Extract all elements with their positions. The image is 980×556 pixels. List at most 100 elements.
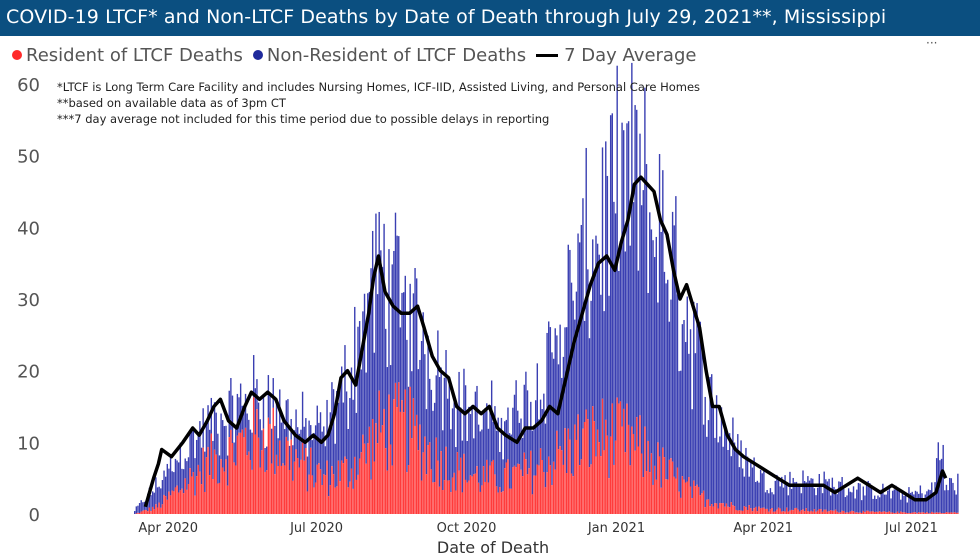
bar-day[interactable]	[619, 243, 622, 514]
bar-day[interactable]	[442, 430, 444, 514]
bar-day[interactable]	[639, 133, 641, 514]
bar-day[interactable]	[750, 462, 752, 514]
bar-day[interactable]	[709, 376, 711, 514]
bar-day[interactable]	[218, 455, 221, 514]
bar-day[interactable]	[252, 355, 255, 514]
bar-day[interactable]	[455, 447, 457, 514]
bar-day[interactable]	[816, 487, 819, 514]
bar-day[interactable]	[697, 325, 700, 514]
bar-day[interactable]	[231, 395, 234, 514]
bar-day[interactable]	[192, 429, 195, 514]
bar-day[interactable]	[608, 295, 610, 514]
bar-day[interactable]	[510, 434, 512, 514]
bar-day[interactable]	[706, 436, 708, 514]
bar-day[interactable]	[792, 477, 794, 514]
bar-day[interactable]	[266, 446, 268, 514]
bar-day[interactable]	[606, 175, 609, 514]
bar-day[interactable]	[663, 271, 666, 514]
bar-day[interactable]	[142, 502, 144, 514]
bar-day[interactable]	[383, 223, 385, 514]
bar-day[interactable]	[665, 283, 667, 514]
bar-day[interactable]	[689, 329, 692, 514]
bar-day[interactable]	[733, 442, 736, 514]
bar-day[interactable]	[766, 489, 768, 514]
bar-day[interactable]	[670, 299, 672, 514]
bar-day[interactable]	[494, 406, 496, 514]
bar-day[interactable]	[583, 320, 586, 514]
bar-day[interactable]	[908, 487, 910, 514]
bar-day[interactable]	[807, 476, 809, 514]
bar-day[interactable]	[544, 423, 547, 514]
bar-day[interactable]	[360, 369, 362, 514]
bar-day[interactable]	[365, 372, 367, 514]
bar-day[interactable]	[748, 476, 750, 514]
bar-day[interactable]	[755, 482, 757, 514]
bar-day[interactable]	[195, 439, 198, 514]
bar-day[interactable]	[684, 342, 687, 514]
bar-day[interactable]	[756, 480, 759, 514]
bar-day[interactable]	[435, 375, 437, 514]
bar-day[interactable]	[409, 283, 411, 514]
bar-day[interactable]	[275, 403, 278, 514]
bar-day[interactable]	[464, 385, 467, 514]
bar-day[interactable]	[477, 424, 480, 514]
bar-day[interactable]	[556, 335, 558, 514]
bar-day[interactable]	[445, 349, 447, 514]
bar-day[interactable]	[368, 291, 371, 514]
bar-day[interactable]	[197, 435, 199, 514]
bar-day[interactable]	[437, 330, 439, 514]
bar-day[interactable]	[489, 405, 491, 514]
bar-day[interactable]	[336, 390, 338, 514]
bar-day[interactable]	[624, 251, 627, 514]
bar-day[interactable]	[241, 405, 243, 514]
bar-day[interactable]	[609, 115, 612, 514]
bar-day[interactable]	[549, 327, 552, 514]
bar-day[interactable]	[727, 449, 729, 514]
bar-day[interactable]	[207, 405, 209, 514]
bar-day[interactable]	[652, 240, 654, 514]
bar-day[interactable]	[922, 499, 925, 514]
bar-day[interactable]	[324, 446, 327, 514]
bar-day[interactable]	[730, 456, 732, 514]
bar-day[interactable]	[846, 495, 848, 514]
bar-day[interactable]	[812, 478, 814, 514]
bar-day[interactable]	[631, 62, 633, 514]
bar-day[interactable]	[800, 493, 803, 514]
bar-day[interactable]	[815, 495, 817, 514]
bar-day[interactable]	[737, 434, 739, 514]
bar-day[interactable]	[561, 377, 563, 514]
bar-day[interactable]	[205, 424, 208, 514]
bar-day[interactable]	[401, 292, 403, 514]
bar-day[interactable]	[776, 474, 778, 514]
bar-day[interactable]	[380, 250, 382, 514]
bar-day[interactable]	[194, 458, 196, 514]
bar-day[interactable]	[283, 429, 286, 514]
bar-day[interactable]	[681, 324, 684, 514]
bar-day[interactable]	[153, 492, 155, 514]
bar-day[interactable]	[285, 400, 287, 514]
bar-day[interactable]	[704, 396, 706, 514]
legend-item-resident[interactable]: Resident of LTCF Deaths	[12, 45, 243, 66]
bar-day[interactable]	[517, 410, 519, 514]
bar-day[interactable]	[768, 493, 770, 514]
bar-day[interactable]	[288, 445, 291, 514]
bar-day[interactable]	[481, 429, 483, 514]
bar-day[interactable]	[530, 401, 532, 514]
bar-day[interactable]	[259, 419, 261, 514]
bar-day[interactable]	[432, 410, 434, 514]
bar-day[interactable]	[743, 476, 746, 514]
bar-day[interactable]	[694, 353, 697, 514]
bar-day[interactable]	[505, 419, 508, 514]
bar-day[interactable]	[528, 427, 530, 514]
bar-day[interactable]	[534, 400, 537, 514]
bar-day[interactable]	[521, 437, 524, 514]
bar-day[interactable]	[843, 488, 845, 514]
bar-day[interactable]	[565, 327, 568, 514]
bar-day[interactable]	[927, 489, 930, 514]
bar-day[interactable]	[877, 495, 879, 514]
bar-day[interactable]	[254, 388, 257, 514]
bar-day[interactable]	[569, 249, 571, 514]
bar-day[interactable]	[334, 443, 336, 514]
bar-day[interactable]	[471, 405, 473, 514]
bar-day[interactable]	[740, 440, 742, 514]
